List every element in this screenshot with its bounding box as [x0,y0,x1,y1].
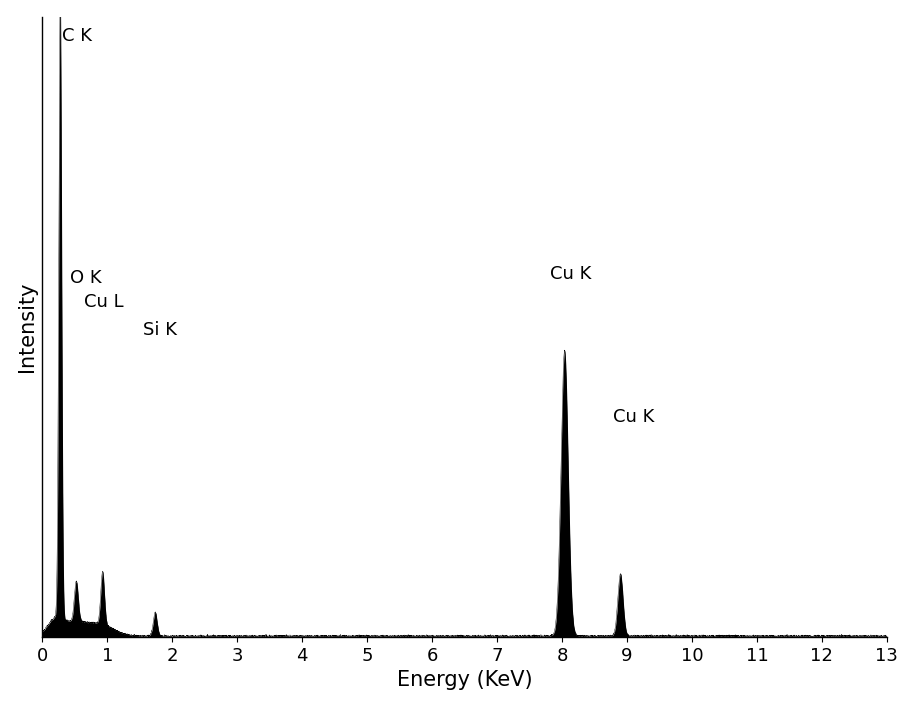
Text: O K: O K [70,269,102,286]
Y-axis label: Intensity: Intensity [16,281,37,372]
Text: Cu K: Cu K [613,408,654,426]
Text: Si K: Si K [143,321,177,339]
Text: C K: C K [61,27,92,45]
Text: Cu K: Cu K [550,265,592,284]
X-axis label: Energy (KeV): Energy (KeV) [397,670,533,690]
Text: Cu L: Cu L [84,293,124,311]
